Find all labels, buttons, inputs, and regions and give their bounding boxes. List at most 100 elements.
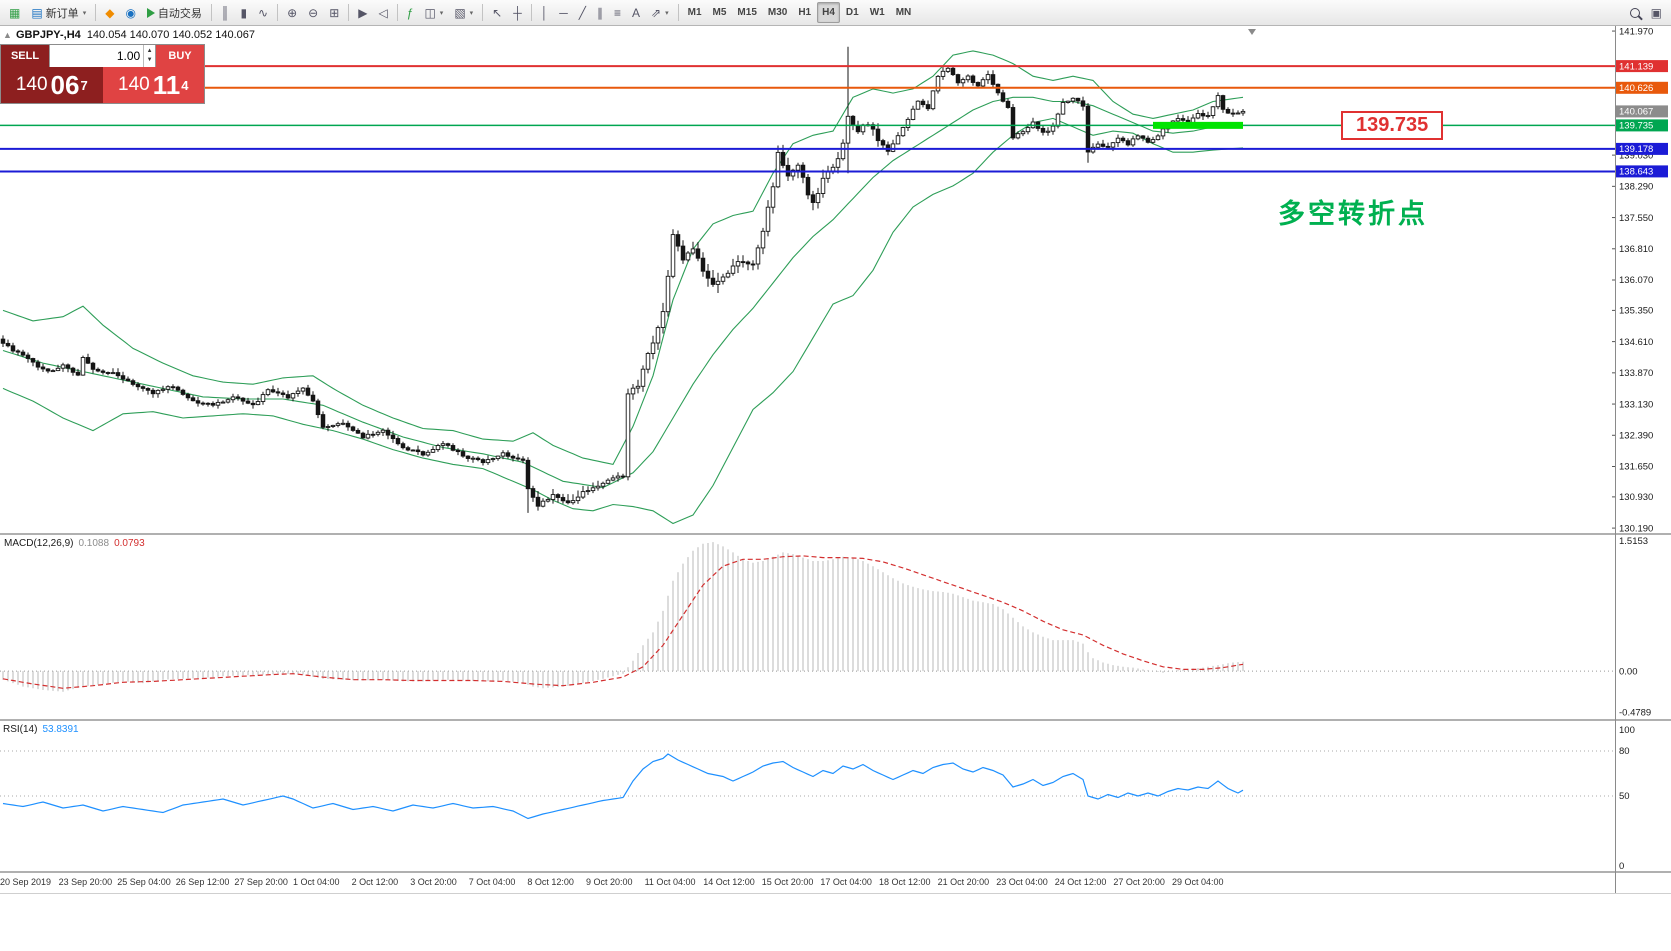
auto-scroll-icon: ▶ (358, 5, 368, 20)
candle-down (505, 452, 511, 457)
zoom-out-icon: ⊖ (308, 5, 319, 20)
search-button[interactable] (1625, 2, 1645, 23)
buy-button[interactable]: BUY (156, 45, 204, 67)
zoom-out-button[interactable]: ⊖ (303, 2, 323, 23)
periods-button[interactable]: ◫ ▾ (419, 2, 448, 23)
trendline-button[interactable]: ╱ (574, 2, 591, 23)
candle-down (1080, 100, 1086, 107)
text-label-button[interactable]: A (627, 2, 645, 23)
fibonacci-button[interactable]: ≡ (609, 2, 626, 23)
tf-m15-button-label: M15 (737, 7, 757, 18)
horizontal-line-button[interactable]: ─ (554, 2, 573, 23)
candle-up (665, 275, 671, 313)
macd-axis-label: -0.4789 (1619, 708, 1651, 719)
candle-down (135, 383, 141, 388)
tf-m15-button[interactable]: M15 (732, 2, 761, 23)
current-price-label-bg (1616, 105, 1668, 118)
toolbar-separator (530, 4, 532, 21)
tf-m30-button[interactable]: M30 (763, 2, 792, 23)
candle-down (240, 397, 246, 402)
price-annotation-box[interactable]: 139.735 (1341, 111, 1444, 140)
candle-down (1000, 92, 1006, 102)
templates-button[interactable]: ▧ ▾ (449, 2, 478, 23)
channel-icon: ∥ (597, 5, 603, 20)
tf-m5-button[interactable]: M5 (708, 2, 732, 23)
candle-down (270, 389, 276, 393)
candle-up (755, 247, 761, 265)
buy-price-button[interactable]: 140 11 4 (102, 67, 204, 103)
indicators-button[interactable]: ƒ (402, 2, 419, 23)
vertical-line-button[interactable]: │ (536, 2, 554, 23)
candle-down (35, 361, 41, 368)
tf-m1-button[interactable]: M1 (683, 2, 707, 23)
candle-up (1055, 113, 1061, 127)
time-axis-label: 24 Oct 12:00 (1054, 877, 1107, 887)
crosshair-button[interactable]: ┼ (508, 2, 527, 23)
candle-up (380, 429, 386, 433)
tf-h1-button[interactable]: H1 (793, 2, 816, 23)
volume-up-button[interactable]: ▲ (146, 48, 153, 54)
time-axis-label: 1 Oct 04:00 (293, 877, 340, 887)
arrow-objects-button[interactable]: ⇗ ▾ (646, 2, 674, 23)
toolbar-separator (210, 4, 212, 21)
sell-button[interactable]: SELL (1, 45, 49, 67)
price-axis-drag-area[interactable] (1616, 26, 1671, 871)
new-chart-button[interactable]: ▦ (4, 2, 25, 23)
time-axis[interactable]: 20 Sep 2019 23 Sep 20:00 25 Sep 04:00 26 Se… (0, 874, 1615, 893)
magnifier-icon (1629, 7, 1640, 18)
arrow-objects-icon: ⇗ (651, 5, 662, 20)
candle-down (90, 362, 96, 370)
volume-input[interactable] (50, 45, 144, 67)
time-axis-label: 18 Oct 12:00 (879, 877, 931, 887)
line-chart-button[interactable]: ∿ (253, 2, 273, 23)
price-level-label-bg (1616, 119, 1668, 132)
community-button[interactable]: ◉ (120, 2, 140, 23)
candle-down (705, 270, 711, 279)
time-axis-label: 11 Oct 04:00 (644, 877, 696, 887)
level-highlight-segment[interactable] (1153, 121, 1243, 129)
tf-w1-button[interactable]: W1 (865, 2, 890, 23)
templates-icon: ▧ (454, 5, 466, 20)
candle-up (1235, 112, 1241, 115)
tf-d1-button[interactable]: D1 (841, 2, 864, 23)
volume-spin-buttons: ▲ ▼ (143, 45, 155, 67)
sell-price-button[interactable]: 140 06 7 (1, 67, 103, 103)
candle-up (1155, 135, 1161, 141)
symbol-ohlc: 140.054 140.070 140.052 140.067 (86, 29, 256, 41)
candle-down (1180, 118, 1186, 121)
new-order-button-label: 新订单 (45, 7, 79, 20)
price-tick-label: 132.390 (1619, 431, 1653, 442)
time-axis-label: 9 Oct 20:00 (586, 877, 633, 887)
autotrading-button[interactable]: 自动交易 (142, 2, 207, 23)
candle-up (840, 142, 846, 160)
trade-panel-toggle[interactable]: ▲ (3, 30, 12, 40)
volume-down-button[interactable]: ▼ (146, 57, 153, 63)
channel-button[interactable]: ∥ (592, 2, 608, 23)
new-order-button[interactable]: ▤ 新订单 ▾ (26, 2, 91, 23)
candle-up (80, 357, 86, 376)
candle-down (180, 389, 186, 395)
chart-shift-button[interactable]: ◁ (374, 2, 393, 23)
candle-up (735, 261, 741, 267)
candlestick-chart-button[interactable]: ▮ (235, 2, 252, 23)
window-list-button[interactable]: ▣ (1646, 2, 1667, 23)
tf-h4-button[interactable]: H4 (817, 2, 840, 23)
candle-up (895, 135, 901, 145)
candle-up (905, 118, 911, 128)
auto-scroll-button[interactable]: ▶ (353, 2, 372, 23)
tile-windows-button[interactable]: ⊞ (324, 2, 344, 23)
metaeditor-button[interactable]: ◆ (100, 2, 119, 23)
rsi-line (2, 753, 1244, 820)
zoom-in-button[interactable]: ⊕ (282, 2, 302, 23)
horizontal-line-icon: ─ (559, 5, 568, 20)
turning-point-note[interactable]: 多空转折点 (1278, 199, 1428, 229)
candle-down (0, 338, 6, 344)
tf-mn-button[interactable]: MN (891, 2, 917, 23)
candle-up (495, 455, 501, 460)
bar-chart-button[interactable]: ║ (216, 2, 235, 23)
cursor-button[interactable]: ↖ (487, 2, 507, 23)
cursor-icon: ↖ (492, 5, 503, 20)
candle-up (845, 115, 851, 144)
candle-down (5, 342, 11, 347)
